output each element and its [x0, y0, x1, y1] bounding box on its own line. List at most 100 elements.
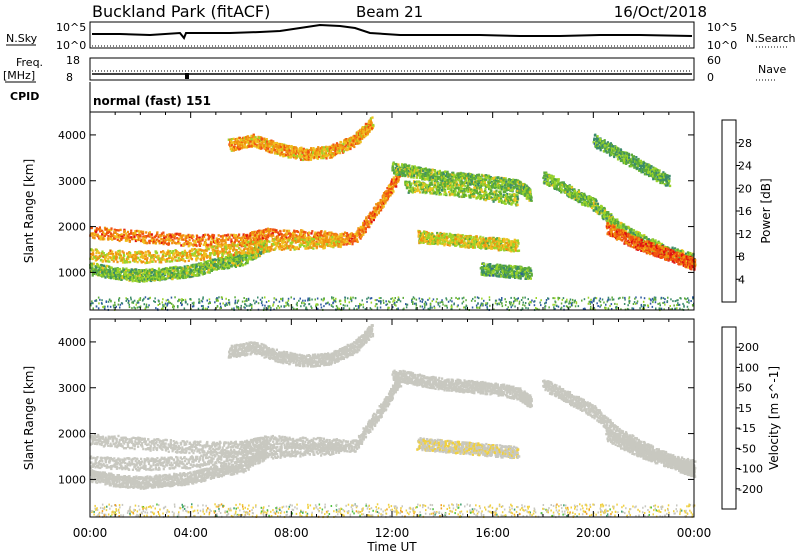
echo-cell [149, 260, 152, 263]
echo-cell [230, 238, 233, 241]
echo-cell [202, 258, 206, 261]
echo-cell [214, 261, 217, 264]
echo-cell [224, 250, 227, 254]
echo-cell [106, 231, 109, 234]
echo-cell [243, 258, 246, 261]
echo-cell [282, 245, 286, 248]
echo-cell [198, 274, 201, 277]
echo-cell [134, 254, 137, 257]
echo-cell [167, 274, 170, 278]
echo-cell [222, 264, 225, 268]
echo-cell [240, 256, 243, 259]
echo-cell [199, 248, 202, 251]
echo-cell [277, 235, 280, 238]
power-data [89, 116, 697, 312]
echo-cell [307, 238, 310, 242]
echo-cell [282, 238, 285, 241]
echo-cell [176, 242, 179, 245]
echo-cell [249, 232, 252, 235]
echo-cell [342, 240, 345, 243]
echo-cell [195, 249, 198, 252]
echo-cell [241, 238, 244, 242]
echo-cell [185, 240, 188, 243]
echo-cell [182, 267, 185, 270]
echo-cell [201, 263, 204, 266]
echo-cell [133, 258, 136, 261]
echo-cell [98, 226, 101, 229]
echo-cell [174, 251, 178, 254]
echo-cell [155, 251, 159, 255]
echo-cell [300, 154, 303, 158]
echo-cell [189, 267, 192, 270]
echo-cell [288, 239, 291, 242]
echo-cell [99, 236, 102, 239]
echo-cell [109, 232, 112, 235]
echo-cell [253, 236, 256, 240]
echo-cell [209, 235, 212, 239]
echo-cell [415, 176, 419, 179]
echo-cell [103, 273, 107, 276]
echo-cell [108, 265, 111, 268]
echo-cell [95, 251, 98, 255]
echo-cell [110, 266, 113, 269]
echo-cell [164, 254, 167, 257]
echo-cell [104, 256, 107, 259]
echo-cell [230, 247, 233, 250]
echo-cell [132, 232, 135, 235]
echo-cell [288, 229, 291, 233]
echo-cell [151, 276, 154, 280]
echo-cell [183, 238, 187, 242]
echo-cell [216, 250, 219, 253]
echo-cell [143, 269, 146, 272]
echo-cell [164, 238, 167, 242]
echo-cell [133, 276, 136, 279]
echo-cell [228, 250, 231, 254]
echo-cell [371, 214, 374, 217]
echo-cell [238, 247, 241, 250]
echo-cell [212, 248, 215, 251]
echo-cell [293, 229, 296, 232]
echo-cell [157, 258, 160, 261]
echo-cell [172, 273, 175, 277]
echo-cell [112, 268, 115, 271]
echo-cell [221, 266, 225, 269]
echo-cell [139, 278, 142, 282]
echo-cell [212, 236, 215, 239]
echo-cell [253, 230, 256, 234]
echo-cell [162, 238, 165, 241]
echo-cell [235, 249, 238, 252]
echo-cell [333, 235, 336, 239]
echo-cell [236, 255, 239, 258]
echo-cell [259, 245, 262, 248]
echo-cell [271, 231, 274, 234]
echo-cell [147, 275, 150, 278]
echo-cell [370, 121, 373, 124]
echo-cell [162, 277, 165, 280]
echo-cell [230, 233, 233, 237]
echo-cell [171, 260, 174, 263]
echo-cell [173, 266, 176, 270]
echo-cell [361, 227, 364, 230]
echo-cell [115, 256, 118, 259]
echo-cell [370, 212, 373, 215]
echo-cell [225, 238, 228, 241]
echo-cell [362, 228, 366, 231]
echo-cell [282, 248, 286, 251]
echo-cell [98, 265, 101, 268]
echo-cell [228, 256, 231, 260]
echo-cell [297, 149, 300, 152]
echo-cell [488, 185, 491, 188]
echo-cell [188, 244, 191, 247]
echo-cell [382, 197, 385, 201]
echo-cell [116, 238, 119, 241]
date-title: 16/Oct/2018 [614, 3, 707, 21]
echo-cell [163, 241, 166, 244]
echo-cell [193, 248, 196, 251]
echo-cell [281, 245, 284, 249]
echo-cell [369, 221, 372, 224]
echo-cell [246, 248, 249, 251]
echo-cell [134, 252, 137, 255]
echo-cell [392, 184, 396, 187]
echo-cell [255, 245, 258, 248]
echo-cell [92, 249, 95, 252]
